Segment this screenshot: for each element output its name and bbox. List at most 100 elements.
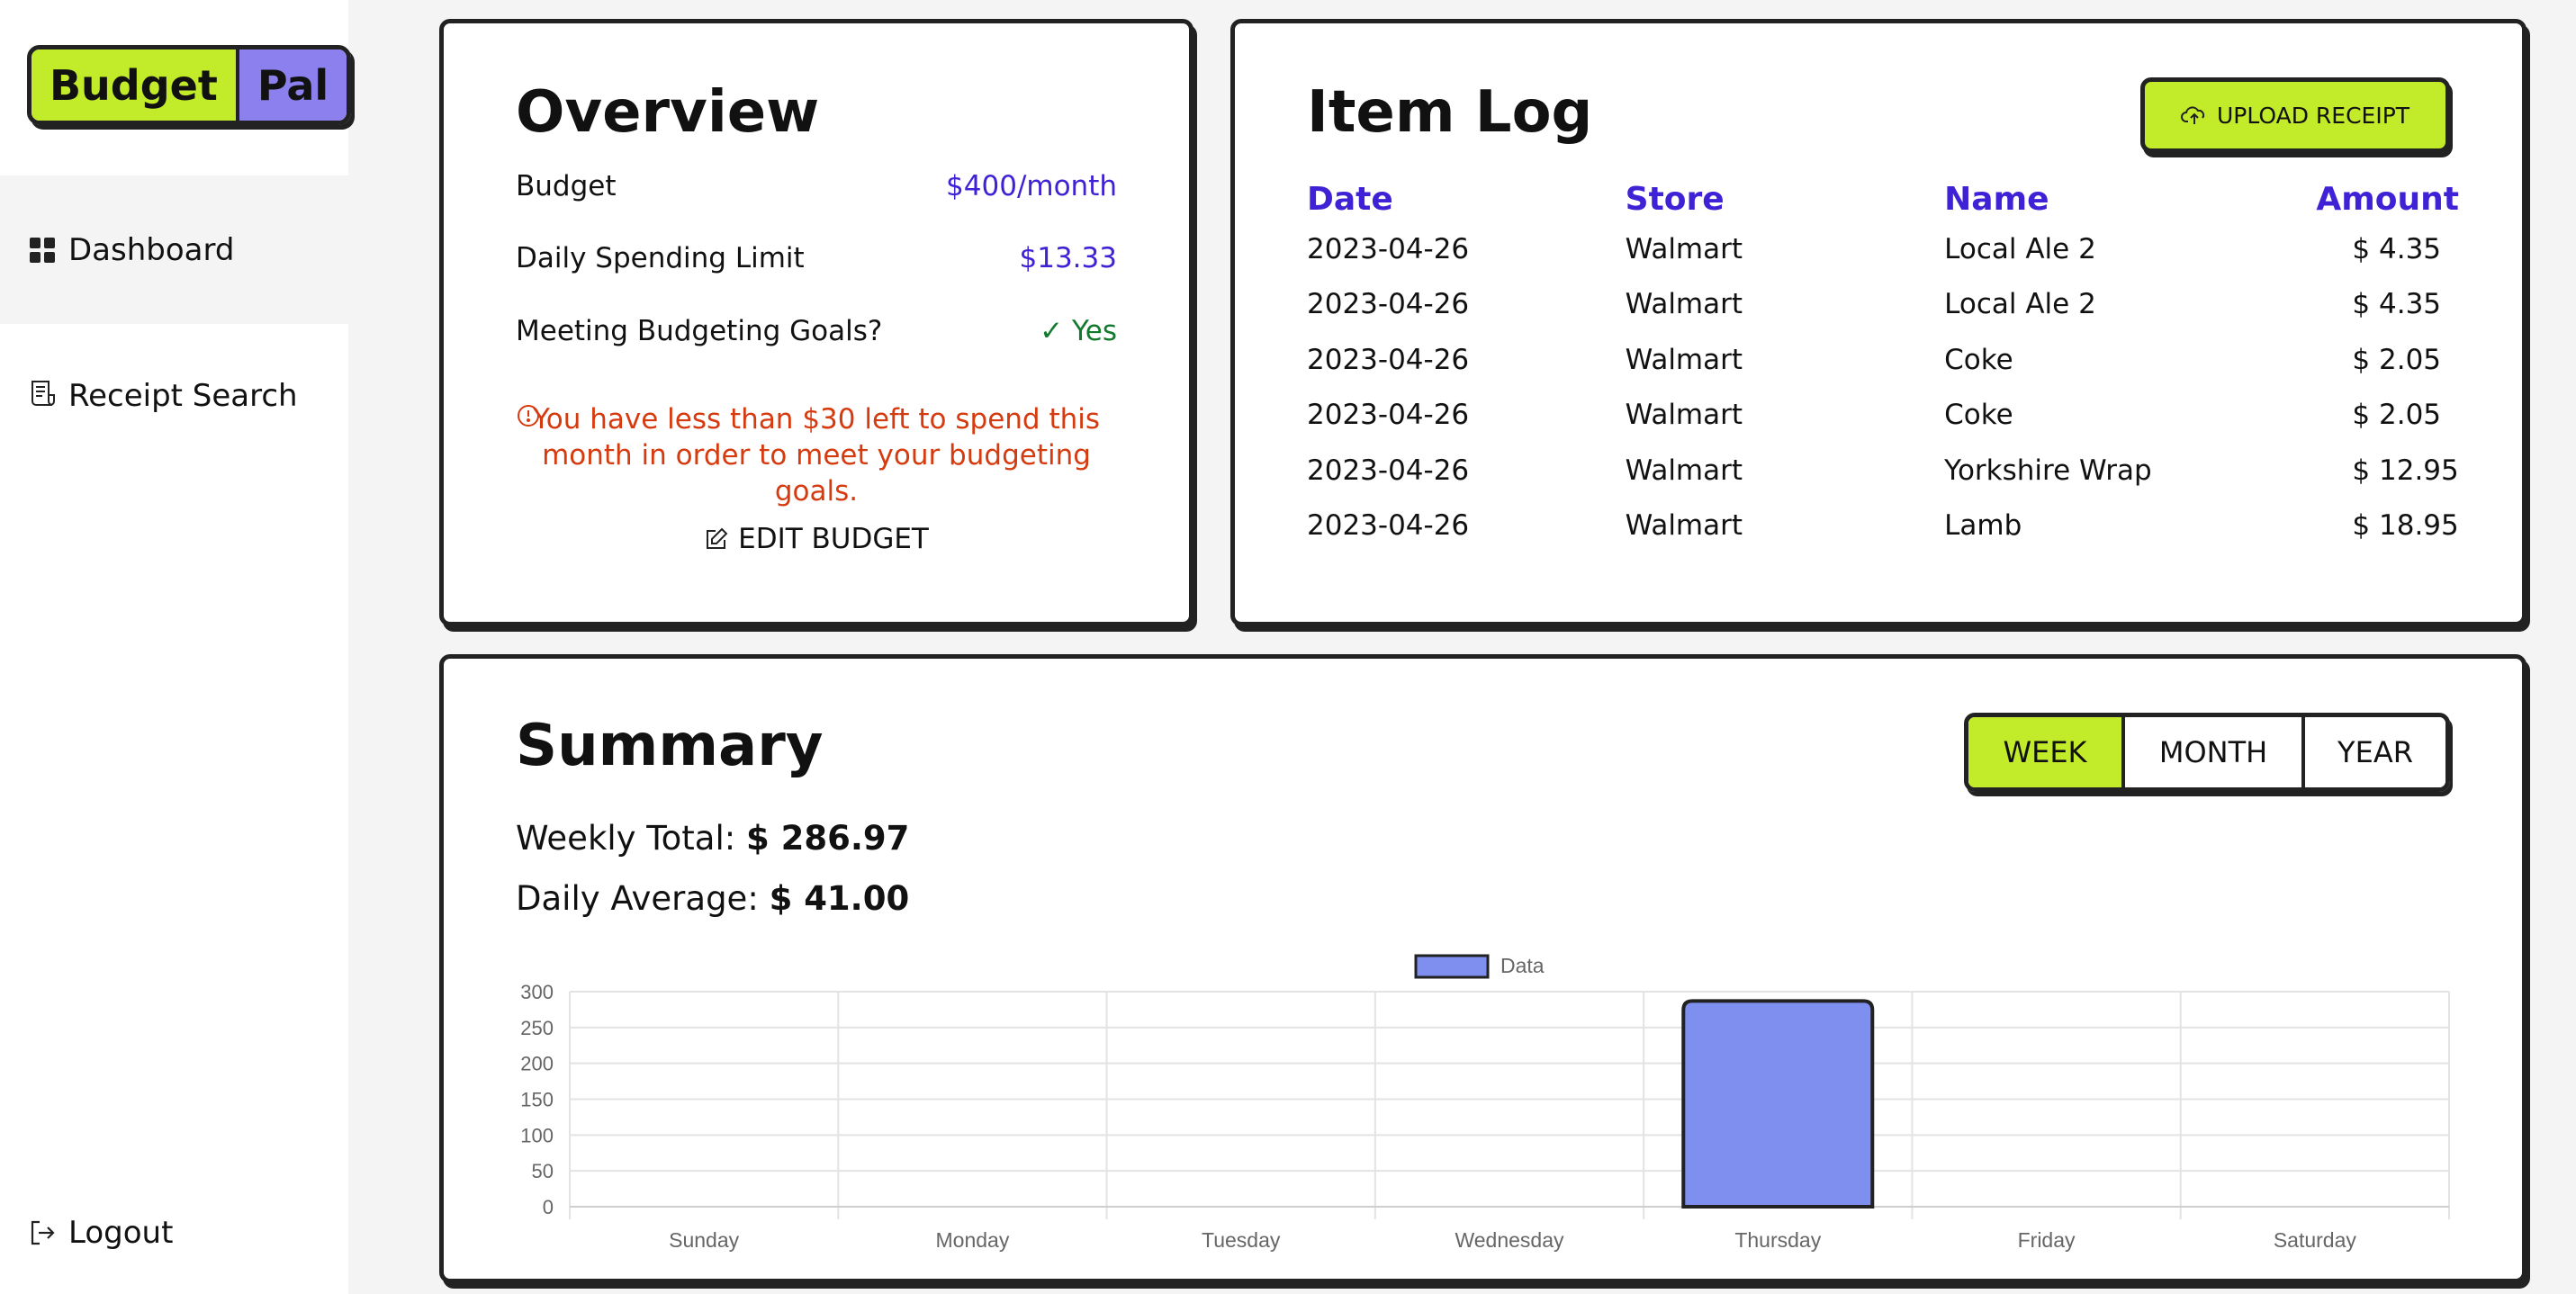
tab-week[interactable]: WEEK: [1968, 717, 2121, 787]
column-header-store[interactable]: Store: [1625, 180, 1725, 218]
goals-value: ✓ Yes: [1040, 315, 1117, 347]
x-tick-label: Saturday: [2274, 1228, 2357, 1252]
cell-name: Local Ale 2: [1944, 232, 2096, 265]
summary-title: Summary: [516, 713, 824, 779]
legend-swatch: [1414, 954, 1490, 979]
cell-date: 2023-04-26: [1307, 232, 1470, 265]
weekly-spending-chart: Data 0 50 100 150 200 250 300 Sunday Monday Tuesda…: [520, 954, 2450, 1252]
weekly-total: Weekly Total: $ 286.97: [516, 819, 909, 858]
logout-icon: [27, 1218, 58, 1248]
table-row[interactable]: 2023-04-26 Walmart Local Ale 2 $ 4.35: [1307, 277, 2459, 333]
weekly-total-label: Weekly Total:: [516, 819, 736, 858]
sidebar-item-receipt-search[interactable]: Receipt Search: [0, 324, 348, 1294]
cell-name: Lamb: [1944, 509, 2022, 543]
logo[interactable]: Budget Pal: [27, 45, 352, 125]
cell-store: Walmart: [1625, 454, 1743, 487]
column-header-date[interactable]: Date: [1307, 180, 1393, 218]
upload-receipt-label: UPLOAD RECEIPT: [2216, 102, 2410, 129]
logo-part-budget: Budget: [32, 49, 239, 121]
cell-amount: $ 2.05: [2352, 399, 2442, 432]
check-icon: ✓: [1040, 315, 1064, 347]
tab-month[interactable]: MONTH: [2121, 717, 2301, 787]
daily-limit-value: $13.33: [1019, 242, 1117, 274]
cell-name: Coke: [1944, 399, 2013, 432]
y-tick-label: 300: [520, 981, 554, 1003]
weekly-total-value: $ 286.97: [745, 819, 910, 858]
table-row[interactable]: 2023-04-26 Walmart Coke $ 2.05: [1307, 332, 2459, 388]
tab-year[interactable]: YEAR: [2301, 717, 2445, 787]
cell-name: Coke: [1944, 343, 2013, 376]
overview-card: Overview Budget $400/month Daily Spendin…: [439, 19, 1193, 626]
x-tick-label: Tuesday: [1202, 1228, 1281, 1252]
edit-budget-button[interactable]: EDIT BUDGET: [444, 523, 1189, 555]
goals-row: Meeting Budgeting Goals? ✓ Yes: [516, 315, 1117, 347]
cell-date: 2023-04-26: [1307, 509, 1470, 543]
table-row[interactable]: 2023-04-26 Walmart Yorkshire Wrap $ 12.9…: [1307, 443, 2459, 499]
cell-date: 2023-04-26: [1307, 399, 1470, 432]
cell-store: Walmart: [1625, 288, 1743, 321]
cell-amount: $ 18.95: [2352, 509, 2459, 543]
sidebar-item-label: Dashboard: [68, 232, 235, 268]
budget-warning: You have less than $30 left to spend thi…: [516, 401, 1117, 509]
cell-date: 2023-04-26: [1307, 288, 1470, 321]
overview-title: Overview: [516, 79, 820, 146]
logo-area: Budget Pal: [0, 0, 352, 175]
cell-store: Walmart: [1625, 399, 1743, 432]
sidebar-item-label: Logout: [68, 1215, 174, 1251]
cell-amount: $ 12.95: [2352, 454, 2459, 487]
cell-name: Local Ale 2: [1944, 288, 2096, 321]
budget-value: $400/month: [946, 170, 1117, 202]
cloud-upload-icon: [2181, 106, 2205, 124]
cell-name: Yorkshire Wrap: [1944, 454, 2152, 487]
bar: [1681, 999, 1875, 1209]
daily-average-value: $ 41.00: [769, 879, 910, 918]
daily-limit-label: Daily Spending Limit: [516, 242, 805, 274]
upload-receipt-button[interactable]: UPLOAD RECEIPT: [2140, 77, 2450, 153]
cell-amount: $ 4.35: [2352, 288, 2442, 321]
cell-store: Walmart: [1625, 343, 1743, 376]
table-header-row: Date Store Name Amount: [1307, 176, 2459, 221]
range-tabs: WEEK MONTH YEAR: [1964, 713, 2450, 792]
edit-budget-label: EDIT BUDGET: [738, 523, 929, 555]
budget-label: Budget: [516, 170, 617, 202]
cell-date: 2023-04-26: [1307, 343, 1470, 376]
sidebar-item-logout[interactable]: Logout: [0, 1161, 348, 1294]
y-tick-label: 150: [520, 1089, 554, 1111]
cell-store: Walmart: [1625, 509, 1743, 543]
cell-amount: $ 2.05: [2352, 343, 2442, 376]
x-tick-label: Thursday: [1734, 1228, 1821, 1252]
x-tick-label: Wednesday: [1455, 1228, 1564, 1252]
daily-limit-row: Daily Spending Limit $13.33: [516, 242, 1117, 274]
goals-value-text: Yes: [1071, 315, 1117, 347]
summary-card: Summary WEEK MONTH YEAR Weekly Total: $ …: [439, 654, 2526, 1283]
item-log-title: Item Log: [1307, 79, 1593, 146]
sidebar: Budget Pal Dashboard Receipt Search: [0, 0, 352, 1294]
table-row[interactable]: 2023-04-26 Walmart Lamb $ 18.95: [1307, 499, 2459, 554]
x-tick-label: Friday: [2018, 1228, 2076, 1252]
item-log-table: Date Store Name Amount 2023-04-26 Walmar…: [1307, 176, 2459, 553]
item-log-card: Item Log UPLOAD RECEIPT Date Store Name …: [1230, 19, 2526, 626]
table-row[interactable]: 2023-04-26 Walmart Local Ale 2 $ 4.35: [1307, 221, 2459, 277]
y-tick-label: 100: [520, 1124, 554, 1146]
column-header-amount[interactable]: Amount: [2316, 180, 2459, 218]
y-tick-label: 200: [520, 1053, 554, 1075]
x-tick-label: Monday: [936, 1228, 1010, 1252]
sidebar-item-label: Receipt Search: [68, 378, 298, 414]
y-tick-label: 250: [520, 1017, 554, 1039]
alert-circle-icon: [518, 405, 539, 427]
daily-average-label: Daily Average:: [516, 879, 759, 918]
logo-part-pal: Pal: [239, 49, 347, 121]
table-row[interactable]: 2023-04-26 Walmart Coke $ 2.05: [1307, 388, 2459, 444]
cell-amount: $ 4.35: [2352, 232, 2442, 265]
receipt-icon: [27, 378, 58, 409]
grid-icon: [27, 235, 58, 265]
y-tick-label: 50: [532, 1160, 554, 1182]
goals-label: Meeting Budgeting Goals?: [516, 315, 883, 347]
sidebar-item-dashboard[interactable]: Dashboard: [0, 178, 348, 322]
cell-store: Walmart: [1625, 232, 1743, 265]
column-header-name[interactable]: Name: [1944, 180, 2049, 218]
edit-icon: [707, 527, 728, 549]
budget-row: Budget $400/month: [516, 170, 1117, 202]
budget-warning-text: You have less than $30 left to spend thi…: [532, 403, 1101, 508]
y-tick-label: 0: [543, 1196, 554, 1218]
